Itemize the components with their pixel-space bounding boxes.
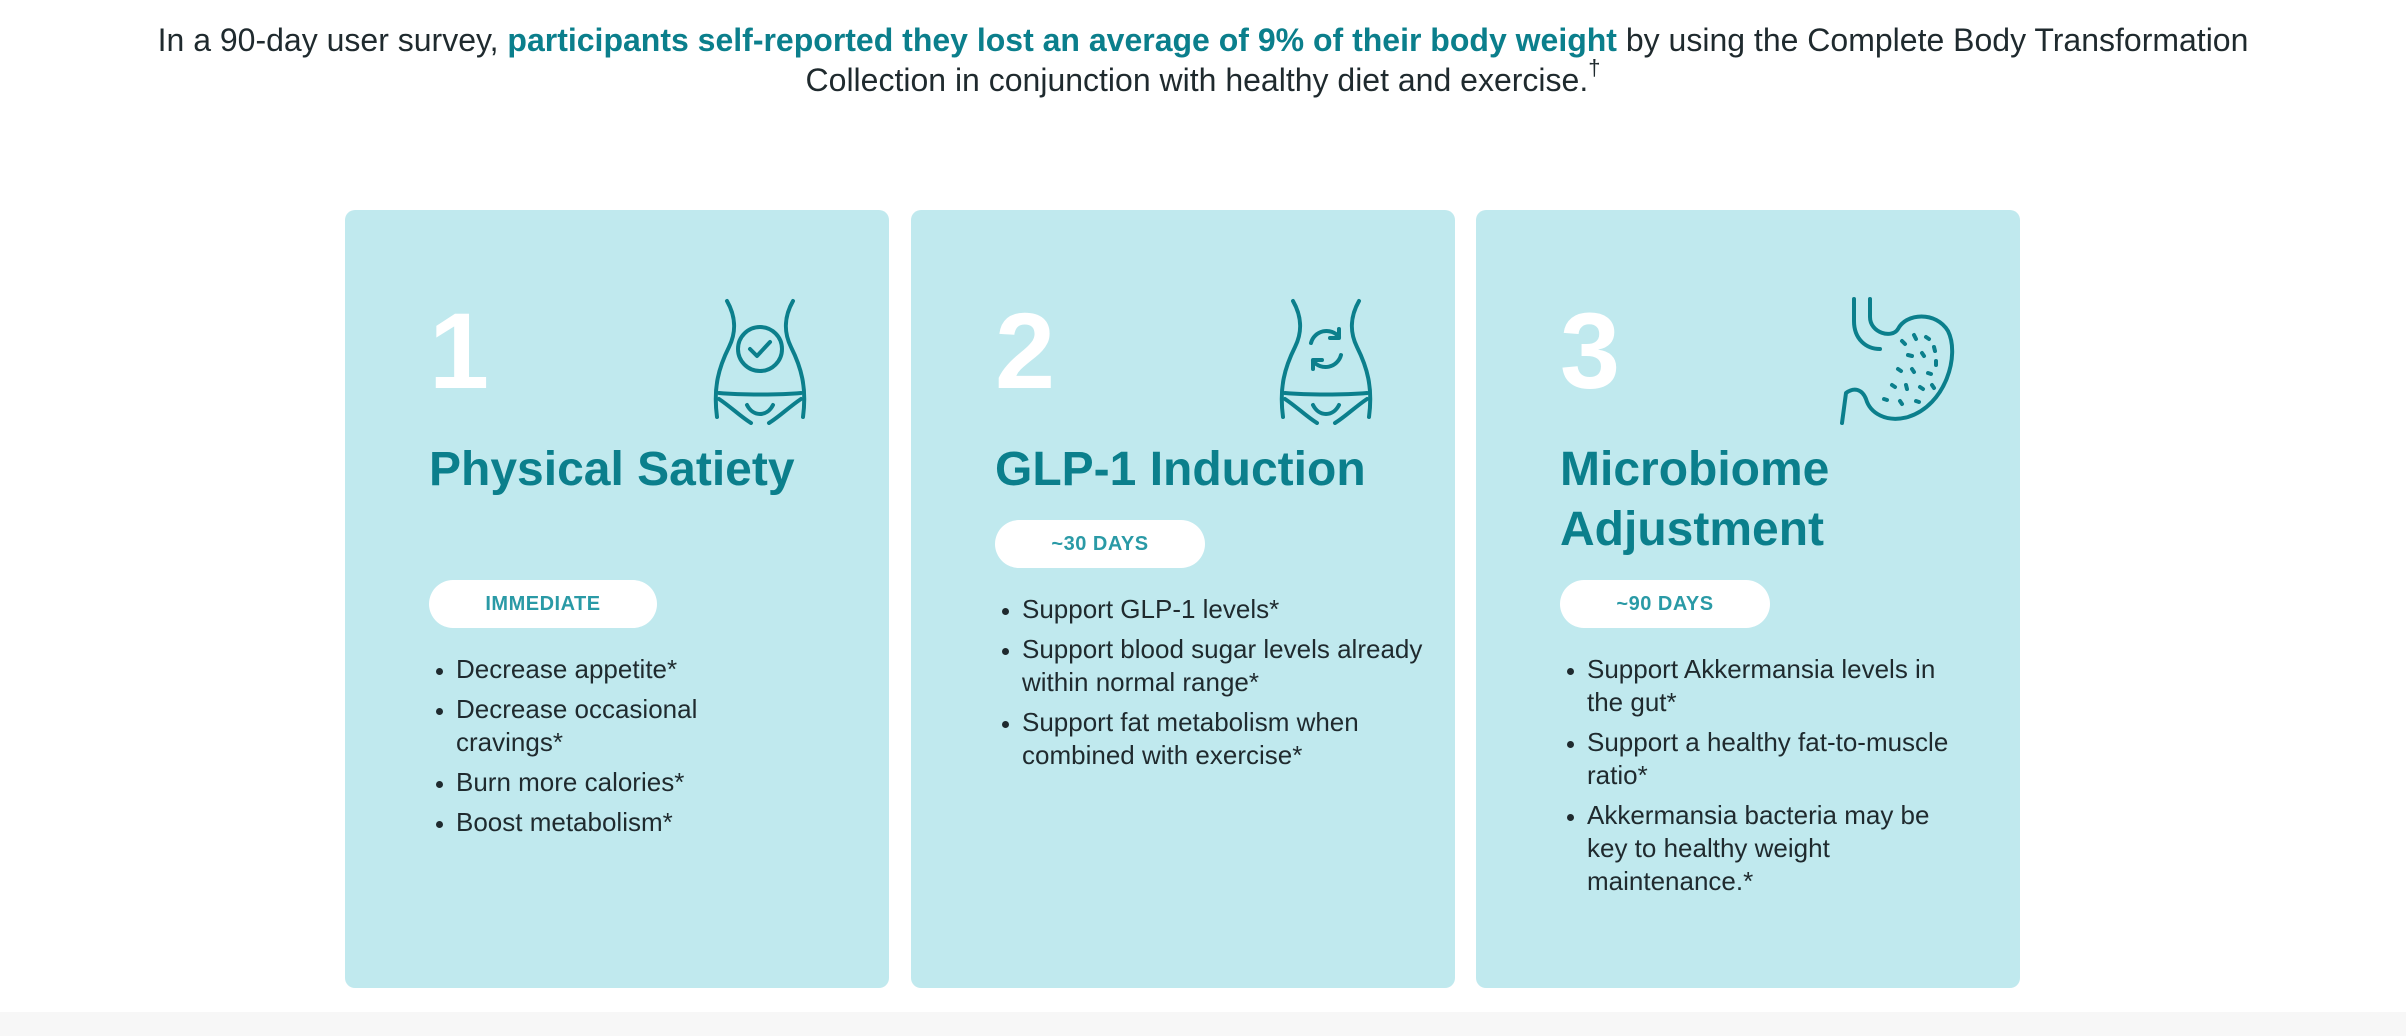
phase-card-1: 1 Physical Satiety IMMEDIATE Decrease ap… [345,210,889,988]
list-item: Support GLP-1 levels* [1022,593,1442,626]
phase-title: Physical Satiety [429,443,795,496]
intro-text-end: by using the Complete Body Transformatio… [1616,22,2249,58]
intro-line-2: Collection in conjunction with healthy d… [0,57,2406,100]
intro-line-1: In a 90-day user survey, participants se… [0,20,2406,60]
list-item: Support fat metabolism when combined wit… [1022,706,1442,772]
intro-statement: In a 90-day user survey, participants se… [0,20,2406,100]
list-item: Support Akkermansia levels in the gut* [1587,653,1967,719]
phase-title: GLP-1 Induction [995,443,1366,496]
intro-text-line2: Collection in conjunction with healthy d… [805,62,1589,98]
timeline-badge: IMMEDIATE [429,580,657,628]
phase-number: 3 [1560,290,1621,411]
waist-check-icon [705,295,815,425]
page-bottom-strip [0,1012,2406,1036]
list-item: Akkermansia bacteria may be key to healt… [1587,799,1967,898]
stomach-icon [1836,295,1955,425]
phase-card-2: 2 GLP-1 Induction ~30 DAYS Support GLP-1… [911,210,1455,988]
benefit-list: Support Akkermansia levels in the gut* S… [1560,653,1967,905]
list-item: Decrease appetite* [456,653,756,686]
list-item: Support blood sugar levels already withi… [1022,633,1442,699]
intro-text-start: In a 90-day user survey, [157,22,508,58]
dagger-footnote-mark: † [1588,55,1601,81]
timeline-badge: ~30 DAYS [995,520,1205,568]
list-item: Support a healthy fat-to-muscle ratio* [1587,726,1967,792]
phase-title: Microbiome Adjustment [1560,443,1830,556]
list-item: Burn more calories* [456,766,756,799]
phase-number: 2 [995,290,1056,411]
list-item: Boost metabolism* [456,806,756,839]
phase-number: 1 [429,290,490,411]
benefit-list: Decrease appetite* Decrease occasional c… [429,653,756,846]
timeline-badge: ~90 DAYS [1560,580,1770,628]
intro-highlight: participants self-reported they lost an … [507,22,1617,58]
list-item: Decrease occasional cravings* [456,693,756,759]
phase-card-3: 3 Microbiome Adjustment ~90 DAYS Support… [1476,210,2020,988]
waist-refresh-icon [1271,295,1381,425]
benefit-list: Support GLP-1 levels* Support blood suga… [995,593,1442,779]
